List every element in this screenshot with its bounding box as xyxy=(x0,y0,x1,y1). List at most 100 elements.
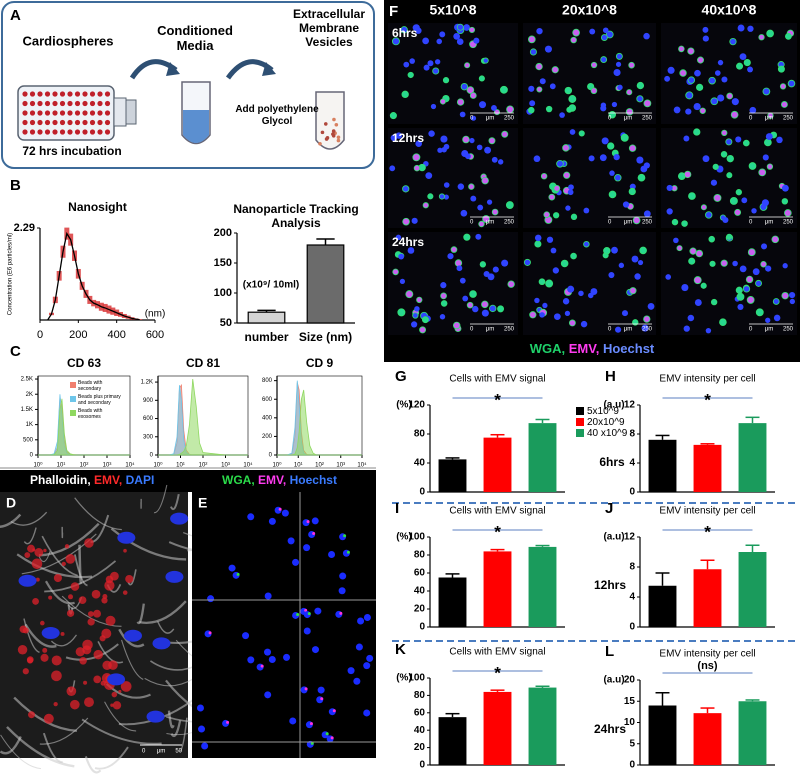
cell xyxy=(357,617,365,625)
cell xyxy=(440,282,447,289)
dot xyxy=(59,100,66,107)
cell xyxy=(681,283,689,292)
x-tick-label: 10⁰ xyxy=(272,462,282,469)
actin-fiber xyxy=(84,756,102,774)
cell xyxy=(764,138,772,147)
cell xyxy=(456,23,464,31)
cell xyxy=(198,725,206,733)
legend-label: 20x10^9 xyxy=(587,417,625,428)
cell xyxy=(481,309,489,317)
cell xyxy=(414,306,420,312)
y-tick-label: 80 xyxy=(414,429,426,440)
cell xyxy=(765,133,773,141)
y-tick-label: 0 xyxy=(629,760,635,771)
dot xyxy=(325,136,330,140)
cell xyxy=(389,165,396,172)
cell xyxy=(629,287,637,295)
stain-label: WGA, EMV, Hoechst xyxy=(222,473,337,487)
cell xyxy=(705,327,712,334)
cell xyxy=(338,587,346,595)
emv xyxy=(87,611,94,617)
dot xyxy=(29,129,36,135)
time-label: 6hrs xyxy=(599,455,625,469)
cell xyxy=(789,298,795,305)
x-tick-label: 10¹ xyxy=(57,463,66,469)
cell xyxy=(402,185,410,193)
cell xyxy=(456,98,465,106)
scale-text: 0 xyxy=(608,327,612,333)
actin-fiber xyxy=(127,569,137,586)
cell xyxy=(736,62,744,70)
cell xyxy=(567,285,575,293)
emv xyxy=(22,627,29,634)
cell xyxy=(714,70,721,76)
cell xyxy=(717,94,725,102)
cell xyxy=(761,243,768,250)
emv xyxy=(122,590,128,595)
actin-fiber xyxy=(0,734,42,770)
cell xyxy=(413,164,421,172)
emv xyxy=(104,580,115,591)
micrograph: 0 μm 250 xyxy=(523,232,656,335)
cell xyxy=(739,265,747,273)
cell xyxy=(566,106,573,113)
cell xyxy=(427,193,434,200)
cell xyxy=(570,36,577,44)
emv xyxy=(66,686,77,697)
dot xyxy=(37,129,43,135)
legend-label: Beads with secondary xyxy=(78,380,103,392)
cell xyxy=(760,261,767,268)
bar xyxy=(738,701,767,765)
stain: Phalloidin, xyxy=(30,473,91,487)
cell xyxy=(751,208,757,214)
cell xyxy=(700,282,707,289)
emv xyxy=(120,681,132,692)
cell xyxy=(752,268,760,276)
arrow-head xyxy=(262,62,276,76)
cell xyxy=(583,240,590,248)
chart-title: EMV intensity per cell xyxy=(659,649,755,660)
cell xyxy=(416,296,423,304)
cell xyxy=(693,276,702,285)
bar xyxy=(483,691,512,765)
cell xyxy=(490,105,497,111)
emv xyxy=(61,561,66,566)
emv xyxy=(101,628,112,639)
cell xyxy=(628,61,635,69)
cell xyxy=(460,209,468,217)
x-tick-label: 10⁴ xyxy=(357,462,367,469)
cell xyxy=(666,208,673,215)
bar xyxy=(648,585,677,627)
emv xyxy=(309,722,313,726)
cell xyxy=(427,60,434,67)
cell xyxy=(766,29,774,38)
cell xyxy=(529,100,536,107)
cell xyxy=(447,253,454,260)
dot xyxy=(89,110,96,116)
cell xyxy=(578,130,585,137)
scale-text: 250 xyxy=(504,327,515,333)
dot xyxy=(336,135,341,140)
emv xyxy=(91,589,101,599)
emv xyxy=(306,520,310,524)
scale-text: μm xyxy=(765,220,773,226)
cell xyxy=(500,85,508,94)
cell xyxy=(735,189,742,196)
cell xyxy=(475,233,482,240)
histogram xyxy=(277,389,362,456)
cell xyxy=(628,144,637,152)
cell xyxy=(664,75,671,82)
cell xyxy=(666,184,673,191)
dot xyxy=(74,100,81,107)
cell xyxy=(478,75,485,82)
line xyxy=(47,231,140,321)
cell xyxy=(602,27,609,34)
bar xyxy=(438,459,467,492)
cell xyxy=(562,298,570,305)
bar xyxy=(247,311,286,324)
cell xyxy=(673,106,681,114)
emv xyxy=(102,593,108,600)
scale-text: μm xyxy=(157,749,165,755)
cell xyxy=(563,171,571,179)
cell xyxy=(572,28,580,37)
